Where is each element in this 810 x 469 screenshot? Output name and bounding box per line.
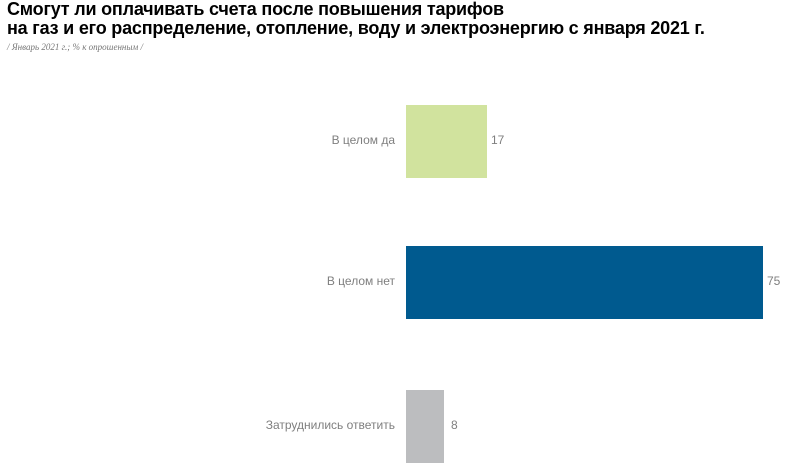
category-label: Затруднились ответить [265, 418, 395, 432]
chart-subtitle: / Январь 2021 г.; % к опрошенным / [7, 42, 143, 52]
chart-title-line-2: на газ и его распределение, отопление, в… [7, 18, 705, 38]
value-label: 17 [491, 133, 505, 147]
bar [406, 246, 763, 319]
chart-title: Смогут ли оплачивать счета после повышен… [7, 0, 705, 38]
value-label: 75 [767, 274, 781, 288]
category-label: В целом да [331, 133, 395, 147]
bar [406, 390, 444, 463]
category-label: В целом нет [326, 274, 395, 288]
chart-title-line-1: Смогут ли оплачивать счета после повышен… [7, 0, 504, 19]
value-label: 8 [451, 418, 458, 432]
bar [406, 105, 487, 178]
